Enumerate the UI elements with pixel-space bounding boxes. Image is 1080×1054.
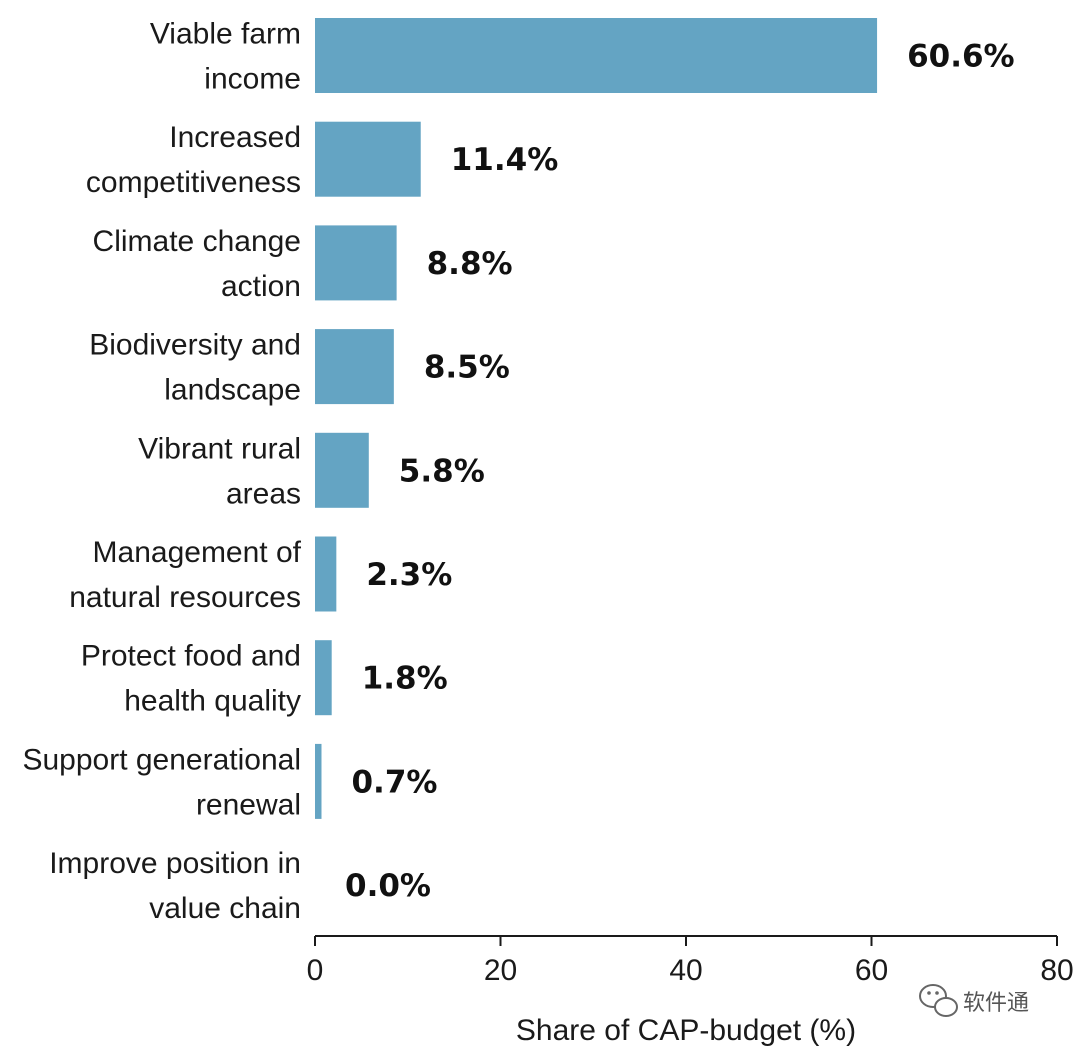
value-label: 8.8% [427, 246, 513, 282]
category-label: Climate change [93, 225, 301, 258]
category-label: Improve position in [49, 847, 301, 880]
value-label: 0.7% [351, 764, 437, 800]
category-labels: Viable farm income Increased competitivenes… [22, 18, 301, 926]
category-label: Viable farm [150, 18, 301, 51]
value-label: 8.5% [424, 350, 510, 386]
bar [315, 121, 421, 197]
category-label: Increased [169, 121, 301, 154]
category-label: income [204, 63, 301, 96]
category-label: Protect food and [81, 640, 301, 673]
x-tick-label: 80 [1040, 954, 1073, 987]
bar [315, 18, 878, 93]
category-label: areas [226, 477, 301, 510]
bar [315, 225, 397, 301]
category-label: Support generational [22, 743, 301, 776]
bars-group [315, 18, 878, 819]
watermark: 软件通 [919, 984, 1029, 1017]
category-label: renewal [196, 788, 301, 821]
value-label: 5.8% [399, 453, 485, 489]
x-axis-ticks: 0 20 40 60 80 [307, 936, 1074, 987]
category-label: Vibrant rural [138, 432, 301, 465]
x-tick-label: 0 [307, 954, 324, 987]
value-label: 2.3% [366, 557, 452, 593]
x-axis: 0 20 40 60 80 [307, 935, 1074, 987]
x-axis-title: Share of CAP-budget (%) [516, 1014, 856, 1047]
bar [315, 329, 394, 405]
bar [315, 743, 322, 819]
value-label: 1.8% [362, 661, 448, 697]
bar [315, 640, 332, 716]
x-tick-label: 40 [669, 954, 702, 987]
wechat-icon [919, 984, 958, 1017]
value-label: 0.0% [345, 868, 431, 904]
category-label: Biodiversity and [89, 329, 301, 362]
category-label: action [221, 270, 301, 303]
x-tick-label: 20 [484, 954, 517, 987]
watermark-text: 软件通 [963, 991, 1029, 1016]
category-label: landscape [164, 374, 301, 407]
category-label: value chain [149, 892, 301, 925]
value-labels: 60.6% 11.4% 8.8% 8.5% 5.8% 2.3% 1.8% 0.7% 0.0% [345, 39, 1015, 905]
category-label: natural resources [69, 581, 301, 614]
x-tick-label: 60 [855, 954, 888, 987]
category-label: Management of [93, 536, 302, 569]
bar [315, 432, 369, 508]
category-label: competitiveness [86, 166, 301, 199]
value-label: 11.4% [451, 142, 559, 178]
category-label: health quality [124, 685, 301, 718]
value-label: 60.6% [907, 39, 1015, 75]
bar [315, 536, 337, 612]
